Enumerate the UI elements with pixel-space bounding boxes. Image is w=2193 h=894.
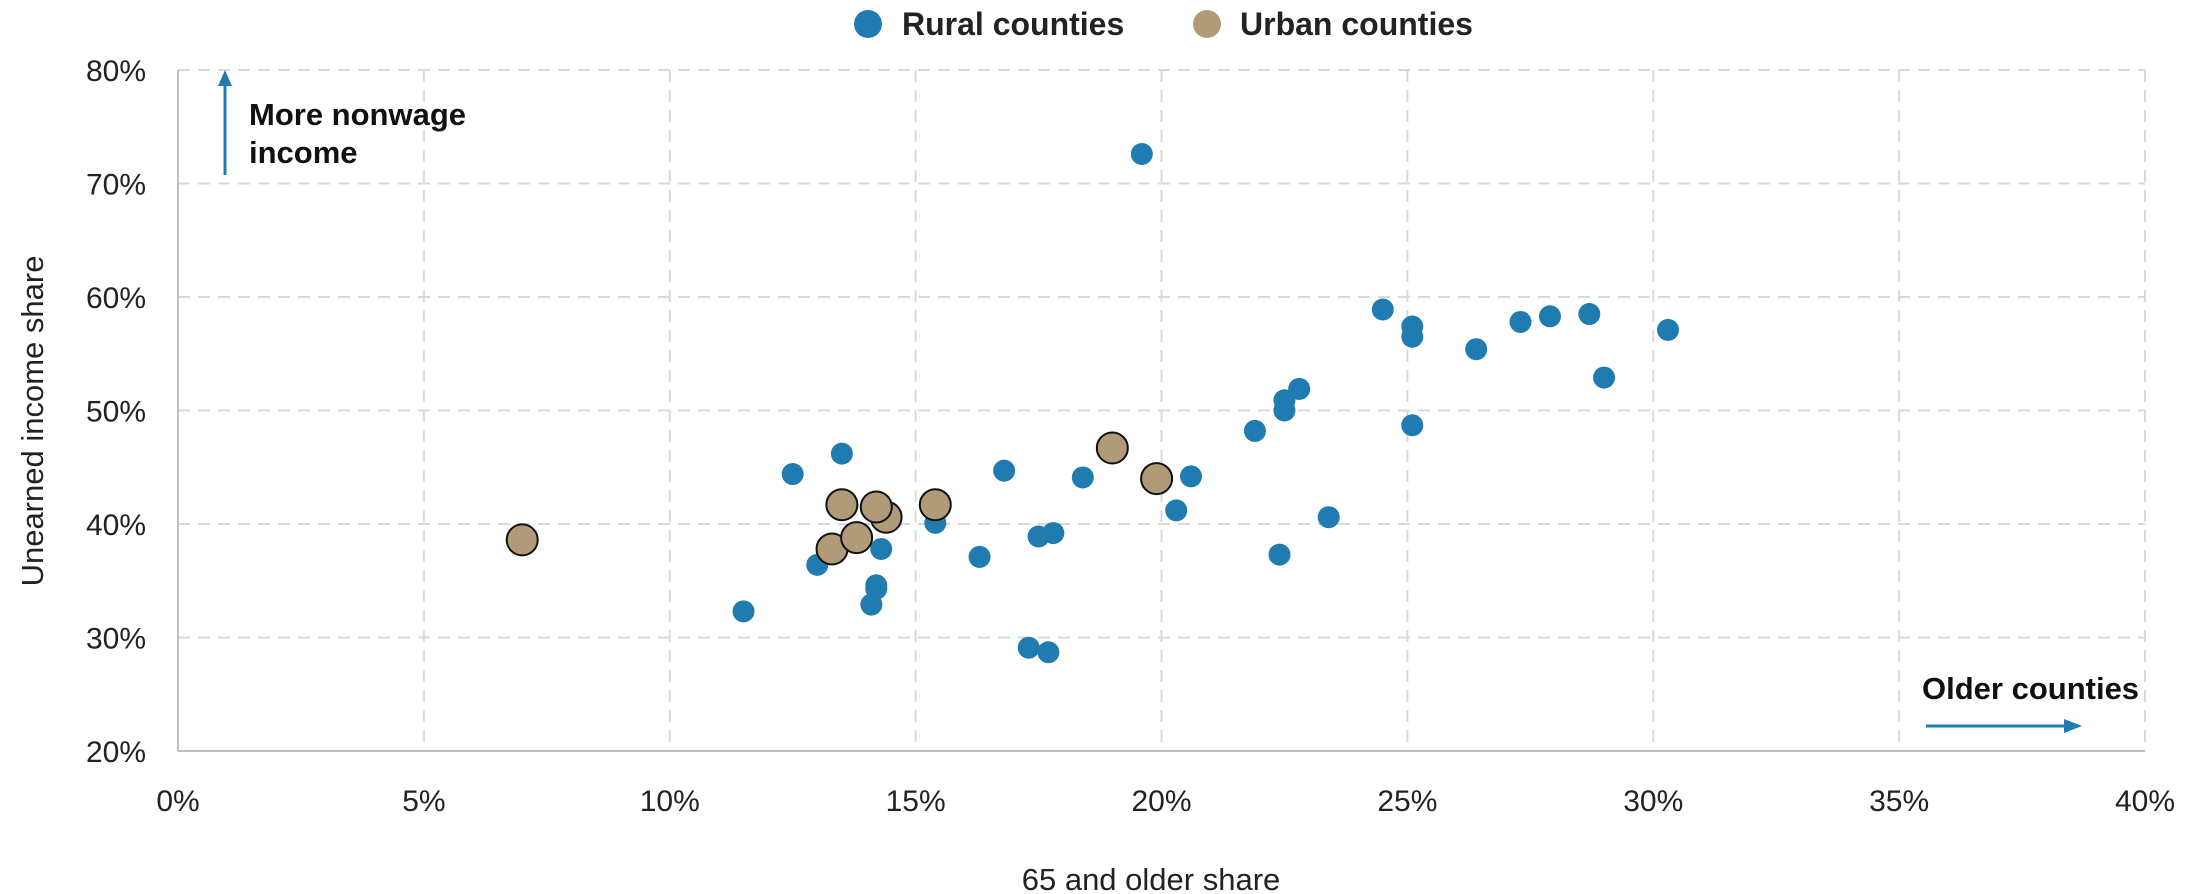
y-tick-label: 40% bbox=[86, 509, 146, 542]
x-tick-label: 0% bbox=[156, 785, 199, 818]
rural-county-point bbox=[1017, 636, 1040, 659]
x-tick-label: 35% bbox=[1869, 785, 1929, 818]
y-tick-label: 80% bbox=[86, 55, 146, 88]
rural-county-point bbox=[860, 593, 883, 616]
rural-county-point bbox=[1268, 543, 1291, 566]
right-arrowhead-icon bbox=[2064, 719, 2082, 733]
y-tick-labels: 20% 30% 40% 50% 60% 70% 80% bbox=[86, 55, 146, 769]
y-tick-label: 20% bbox=[86, 736, 146, 769]
legend-urban-label: Urban counties bbox=[1240, 6, 1473, 42]
rural-county-point bbox=[870, 537, 893, 560]
x-tick-label: 15% bbox=[886, 785, 946, 818]
data-points bbox=[505, 142, 1680, 664]
urban-county-point bbox=[918, 488, 952, 522]
older-counties-label: Older counties bbox=[1922, 671, 2139, 706]
rural-county-point bbox=[1317, 506, 1340, 529]
x-tick-label: 30% bbox=[1623, 785, 1683, 818]
rural-county-point bbox=[1130, 142, 1153, 165]
y-axis-title: Unearned income share bbox=[15, 256, 50, 587]
rural-county-point bbox=[1071, 466, 1094, 489]
legend-urban-marker bbox=[1193, 10, 1221, 38]
urban-county-point bbox=[859, 490, 893, 524]
rural-county-point bbox=[1509, 310, 1532, 333]
rural-county-point bbox=[1037, 641, 1060, 664]
up-arrowhead-icon bbox=[218, 70, 232, 86]
x-tick-labels: 0% 5% 10% 15% 20% 25% 30% 35% 40% bbox=[156, 785, 2175, 818]
rural-county-point bbox=[830, 442, 853, 465]
y-tick-label: 70% bbox=[86, 169, 146, 202]
rural-county-point bbox=[781, 463, 804, 486]
rural-county-point bbox=[1538, 305, 1561, 328]
rural-county-point bbox=[968, 545, 991, 568]
annotation-line-1: More nonwage bbox=[249, 97, 466, 132]
urban-county-point bbox=[1140, 462, 1174, 496]
rural-county-point bbox=[993, 459, 1016, 482]
x-axis-title: 65 and older share bbox=[1022, 862, 1281, 894]
legend-rural-label: Rural counties bbox=[902, 6, 1124, 42]
urban-county-point bbox=[1095, 431, 1129, 465]
rural-county-point bbox=[1165, 499, 1188, 522]
x-tick-label: 40% bbox=[2115, 785, 2175, 818]
rural-county-point bbox=[1657, 318, 1680, 341]
x-tick-label: 25% bbox=[1377, 785, 1437, 818]
rural-county-point bbox=[1578, 303, 1601, 326]
rural-county-point bbox=[1273, 399, 1296, 422]
x-tick-label: 10% bbox=[640, 785, 700, 818]
annotation-line-2: income bbox=[249, 135, 358, 170]
urban-county-point bbox=[825, 488, 859, 522]
urban-county-point bbox=[505, 523, 539, 557]
x-tick-label: 5% bbox=[402, 785, 445, 818]
rural-county-point bbox=[732, 600, 755, 623]
rural-county-point bbox=[1593, 366, 1616, 389]
y-tick-label: 60% bbox=[86, 282, 146, 315]
older-counties-annotation: Older counties bbox=[1922, 671, 2139, 733]
grid-lines bbox=[178, 69, 2146, 751]
more-nonwage-annotation: More nonwage income bbox=[218, 70, 466, 175]
rural-county-point bbox=[1371, 298, 1394, 321]
y-tick-label: 50% bbox=[86, 396, 146, 429]
x-tick-label: 20% bbox=[1131, 785, 1191, 818]
rural-county-point bbox=[1243, 419, 1266, 442]
rural-county-point bbox=[1180, 465, 1203, 488]
rural-county-point bbox=[1401, 325, 1424, 348]
rural-county-point bbox=[1401, 414, 1424, 437]
legend: Rural counties Urban counties bbox=[854, 6, 1473, 42]
legend-rural-marker bbox=[854, 10, 882, 38]
rural-county-point bbox=[1027, 525, 1050, 548]
y-tick-label: 30% bbox=[86, 623, 146, 656]
urban-county-point bbox=[840, 521, 874, 555]
rural-county-point bbox=[1465, 338, 1488, 361]
